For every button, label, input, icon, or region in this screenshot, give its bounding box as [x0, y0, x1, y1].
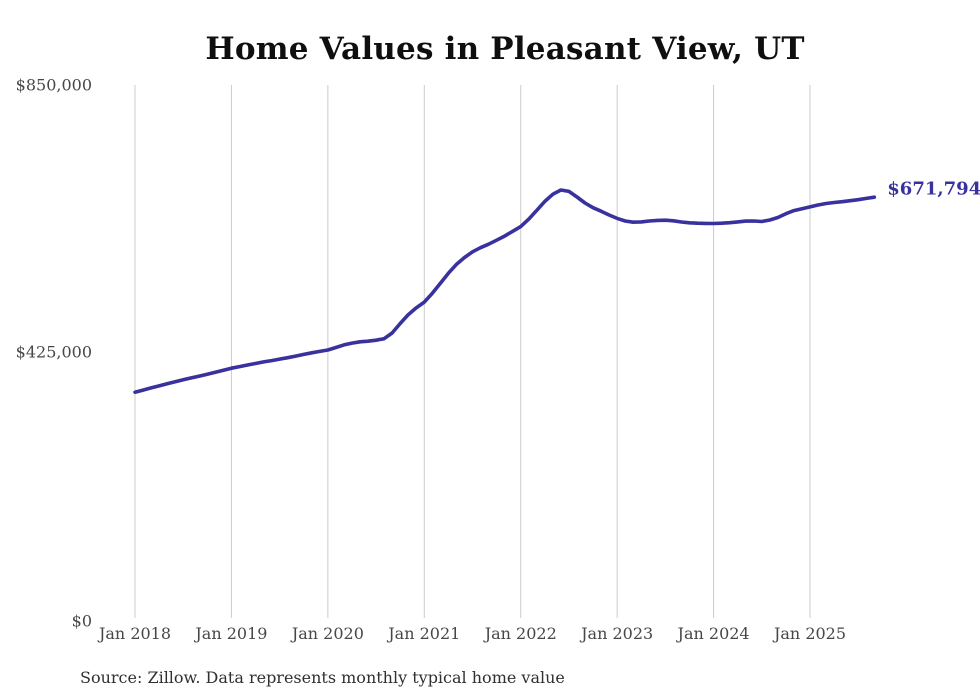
- x-axis-label: Jan 2022: [484, 624, 557, 643]
- y-axis-label-0: $0: [71, 611, 92, 631]
- x-axis-label: Jan 2024: [677, 624, 750, 643]
- last-value-label: $671,794: [887, 178, 980, 200]
- source-note: Source: Zillow. Data represents monthly …: [80, 668, 565, 687]
- x-axis-label: Jan 2025: [773, 624, 847, 643]
- x-axis-label: Jan 2021: [388, 624, 461, 643]
- x-axis-label: Jan 2018: [98, 624, 172, 643]
- y-axis-label-850k: $850,000: [15, 75, 92, 95]
- chart-title: Home Values in Pleasant View, UT: [205, 31, 805, 67]
- x-axis-label: Jan 2019: [195, 624, 268, 643]
- x-axis-label: Jan 2023: [581, 624, 654, 643]
- y-axis-label-425k: $425,000: [15, 342, 92, 362]
- x-axis-label: Jan 2020: [291, 624, 364, 643]
- home-value-line: [133, 188, 877, 394]
